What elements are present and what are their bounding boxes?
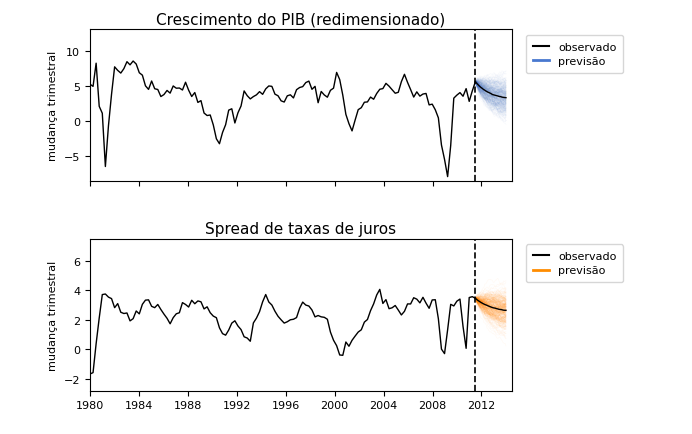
Legend: observado, previsão: observado, previsão (526, 36, 623, 74)
Y-axis label: mudança trimestral: mudança trimestral (48, 260, 58, 370)
Title: Crescimento do PIB (redimensionado): Crescimento do PIB (redimensionado) (156, 13, 446, 28)
Legend: observado, previsão: observado, previsão (526, 245, 623, 283)
Y-axis label: mudança trimestral: mudança trimestral (48, 51, 58, 161)
Title: Spread de taxas de juros: Spread de taxas de juros (206, 222, 397, 237)
